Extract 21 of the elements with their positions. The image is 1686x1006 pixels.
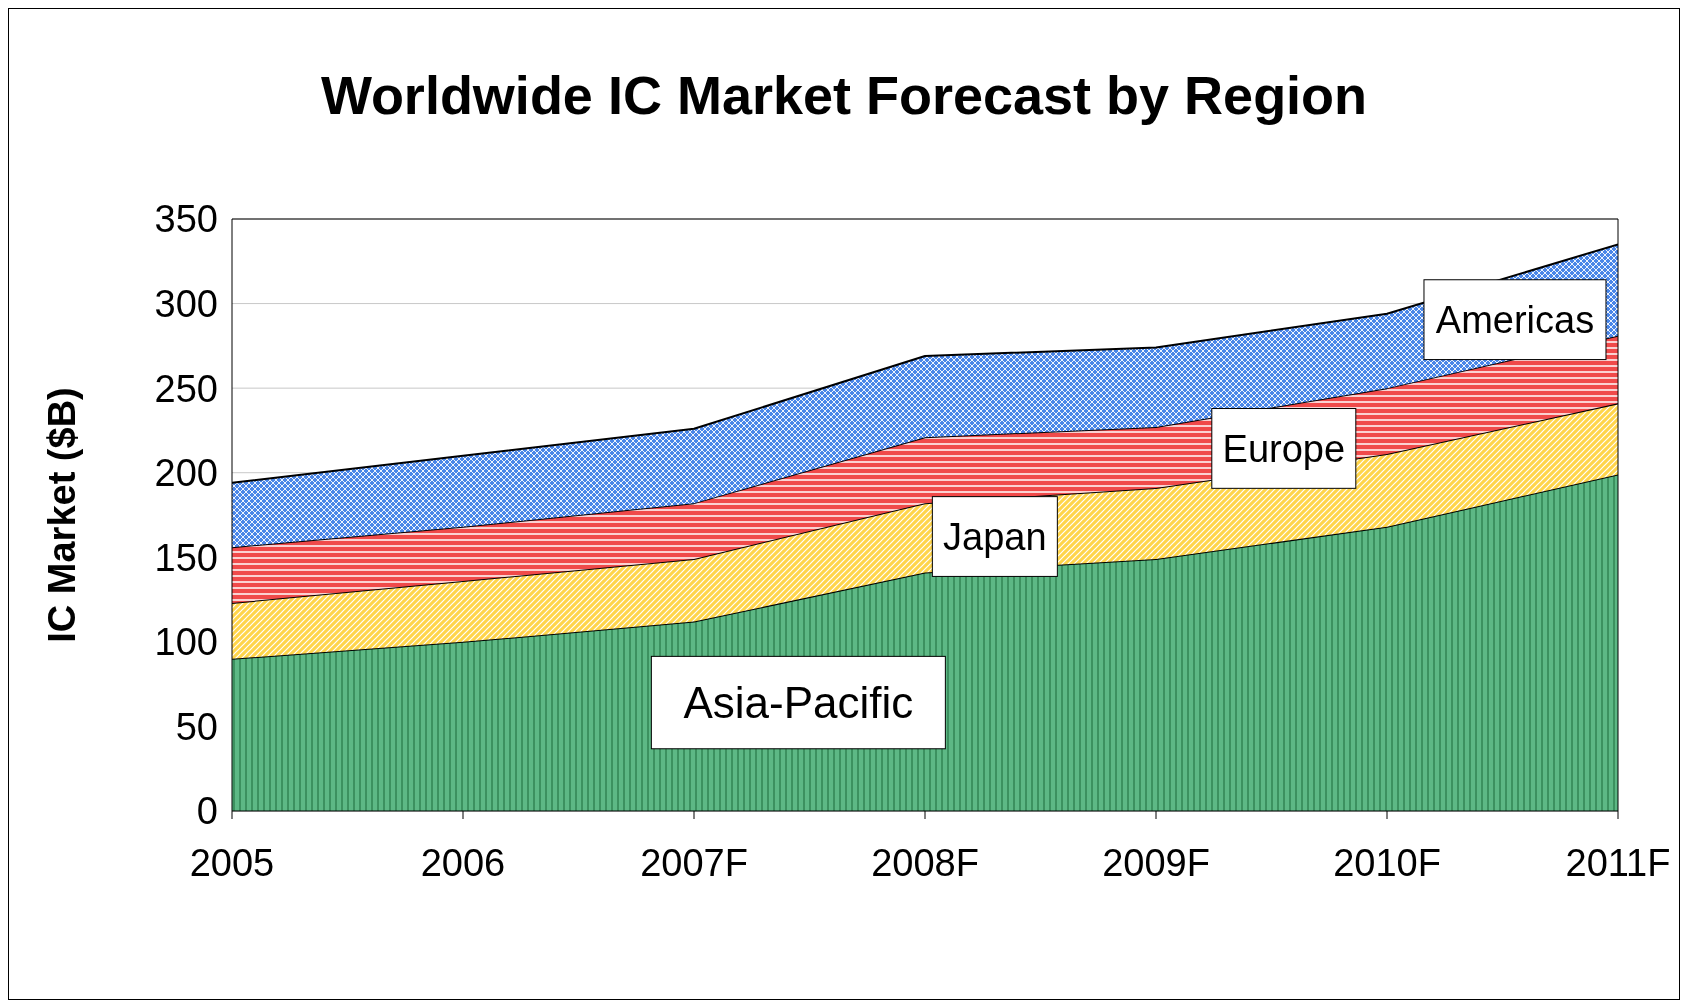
y-axis-title: IC Market ($B): [41, 387, 84, 643]
y-tick-label: 200: [154, 452, 218, 495]
series-label: Americas: [1435, 298, 1595, 341]
x-tick-label: 2005: [189, 841, 275, 884]
chart-title: Worldwide IC Market Forecast by Region: [319, 64, 1369, 126]
x-tick-label: 2008F: [871, 841, 979, 884]
y-tick-label: 350: [154, 198, 218, 241]
x-tick-label: 2006: [420, 841, 506, 884]
x-tick-label: 2007F: [640, 841, 748, 884]
x-tick-label: 2009F: [1102, 841, 1210, 884]
x-tick-label: 2010F: [1333, 841, 1441, 884]
series-label: Europe: [1222, 427, 1346, 470]
y-tick-label: 250: [154, 367, 218, 410]
y-tick-label: 150: [154, 536, 218, 579]
y-tick-label: 300: [154, 283, 218, 326]
y-tick-label: 50: [175, 705, 218, 748]
x-tick-label: 2011F: [1565, 841, 1671, 884]
series-label: Asia-Pacific: [683, 677, 914, 727]
series-label: Japan: [943, 515, 1047, 558]
y-tick-label: 0: [196, 790, 218, 833]
y-tick-label: 100: [154, 621, 218, 664]
